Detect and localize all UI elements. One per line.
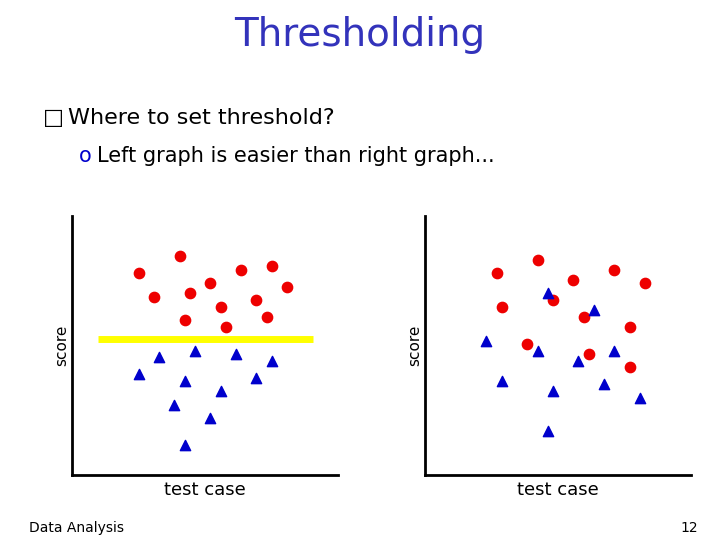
Point [179, 316, 191, 325]
Point [230, 350, 242, 359]
Point [282, 282, 293, 291]
Point [266, 356, 277, 365]
Point [598, 380, 610, 389]
Point [204, 414, 216, 422]
Point [588, 306, 600, 315]
Point [521, 340, 533, 348]
Point [532, 346, 544, 355]
X-axis label: test case: test case [517, 481, 599, 499]
Point [168, 400, 180, 409]
Point [542, 289, 554, 298]
Text: 12: 12 [681, 521, 698, 535]
Point [572, 356, 584, 365]
Point [132, 370, 144, 379]
Point [608, 266, 620, 274]
Point [608, 346, 620, 355]
Point [583, 350, 595, 359]
Text: Thresholding: Thresholding [235, 16, 485, 54]
Text: o: o [79, 146, 92, 166]
Point [547, 387, 559, 395]
Point [578, 313, 590, 321]
Point [624, 323, 636, 332]
Point [184, 289, 196, 298]
Point [639, 279, 651, 288]
Point [251, 373, 262, 382]
Y-axis label: score: score [407, 325, 422, 366]
Point [542, 427, 554, 436]
Text: Left graph is easier than right graph...: Left graph is easier than right graph... [97, 146, 495, 166]
Point [266, 262, 277, 271]
Point [179, 376, 191, 385]
Point [179, 441, 191, 449]
Text: Where to set threshold?: Where to set threshold? [68, 108, 335, 128]
Point [496, 376, 508, 385]
X-axis label: test case: test case [164, 481, 246, 499]
Point [189, 346, 201, 355]
Point [153, 353, 165, 362]
Point [251, 296, 262, 305]
Point [261, 313, 272, 321]
Point [547, 296, 559, 305]
Point [491, 269, 503, 278]
Point [235, 266, 247, 274]
Point [132, 269, 144, 278]
Point [148, 293, 160, 301]
Point [220, 323, 231, 332]
Point [532, 255, 544, 264]
Point [496, 302, 508, 311]
Point [634, 394, 646, 402]
Point [215, 302, 226, 311]
Y-axis label: score: score [54, 325, 69, 366]
Point [624, 363, 636, 372]
Point [215, 387, 226, 395]
Text: Data Analysis: Data Analysis [29, 521, 124, 535]
Text: □: □ [43, 108, 64, 128]
Point [204, 279, 216, 288]
Point [567, 275, 579, 284]
Point [174, 252, 185, 261]
Point [480, 336, 492, 345]
